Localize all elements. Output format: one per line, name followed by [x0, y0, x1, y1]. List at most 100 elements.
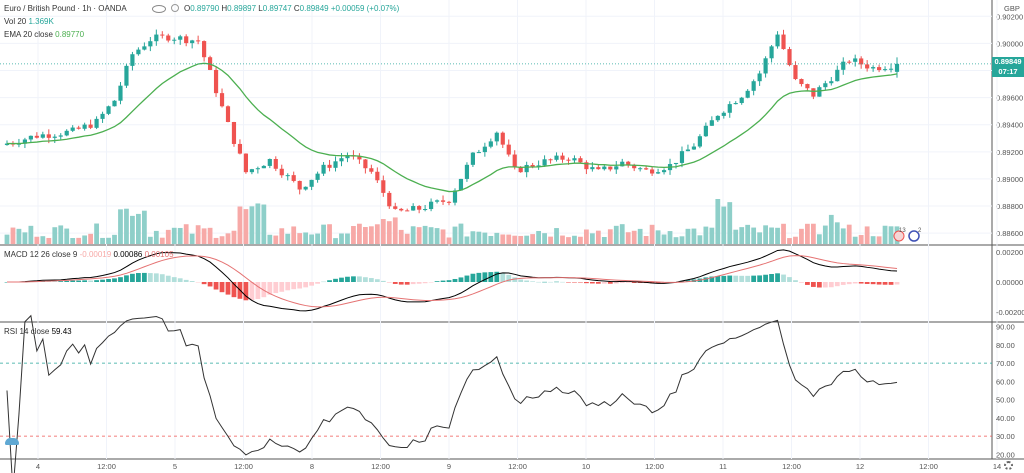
candle-body: [28, 135, 33, 140]
macd-histogram-bar: [619, 282, 625, 283]
volume-bar: [153, 230, 159, 244]
settings-icon[interactable]: [171, 4, 179, 12]
macd-histogram-bar: [560, 281, 565, 283]
macd-hist-value: -0.00019: [79, 250, 112, 259]
candle-body: [339, 158, 344, 162]
macd-histogram-bar: [434, 281, 440, 282]
macd-histogram-bar: [494, 271, 500, 282]
macd-histogram-bar: [482, 272, 488, 282]
macd-histogram-bar: [374, 279, 380, 282]
settings-gear-icon[interactable]: [1004, 461, 1013, 470]
candle-body: [727, 104, 732, 113]
macd-histogram-bar: [542, 281, 547, 283]
macd-histogram-bar: [118, 277, 123, 282]
macd-histogram-bar: [733, 275, 739, 282]
volume-bar: [106, 237, 111, 244]
volume-bar: [482, 232, 488, 244]
candle-body: [393, 206, 398, 209]
candle-body: [500, 132, 505, 145]
candle-body: [231, 122, 237, 144]
ema-label[interactable]: EMA 20 close: [4, 30, 53, 39]
volume-bar: [440, 229, 446, 244]
macd-histogram-bar: [159, 274, 165, 282]
symbol-name[interactable]: Euro / British Pound: [4, 4, 76, 13]
macd-histogram-bar: [362, 277, 368, 282]
volume-label[interactable]: Vol 20: [4, 17, 27, 26]
volume-bar: [828, 214, 834, 244]
volume-bar: [4, 234, 10, 244]
last-price-tag: 0.89849: [992, 57, 1024, 67]
candle-body: [52, 136, 57, 138]
volume-bar: [380, 219, 386, 244]
ohlc-high: 0.89897: [227, 4, 257, 13]
volume-bar: [225, 233, 231, 244]
volume-bar: [315, 233, 320, 244]
candle-body: [405, 210, 410, 212]
volume-bar: [46, 237, 52, 244]
candle-body: [841, 61, 846, 70]
candle-body: [458, 178, 464, 191]
visibility-eye-icon[interactable]: [152, 5, 166, 13]
candle-body: [429, 201, 434, 210]
volume-bar: [88, 233, 94, 244]
macd-histogram-bar: [231, 282, 237, 298]
volume-bar: [16, 228, 22, 244]
rsi-tick-label: 90.00: [996, 323, 1015, 332]
rsi-tick-label: 80.00: [996, 341, 1015, 350]
rsi-label[interactable]: RSI 14 close: [4, 327, 50, 336]
macd-histogram-bar: [357, 276, 362, 282]
volume-bar: [512, 235, 518, 244]
candle-body: [835, 69, 840, 82]
candle-body: [243, 153, 249, 173]
interval-label[interactable]: 1h: [82, 4, 92, 13]
candle-body: [476, 152, 481, 154]
volume-bar: [876, 236, 882, 244]
ema-value: 0.89770: [55, 30, 85, 39]
volume-bar: [685, 228, 691, 244]
volume-bar: [763, 225, 768, 244]
other-events-count[interactable]: 2: [918, 228, 922, 234]
macd-histogram-bar: [410, 282, 416, 285]
candle-body: [387, 192, 392, 207]
macd-line: [6, 249, 898, 312]
macd-histogram-bar: [333, 278, 338, 282]
price-tick-label: 0.89600: [996, 94, 1023, 103]
volume-bar: [219, 236, 225, 244]
ohlc-low: 0.89747: [262, 4, 292, 13]
macd-histogram-bar: [864, 282, 870, 284]
macd-histogram-bar: [458, 277, 464, 282]
volume-bar: [584, 229, 589, 244]
macd-histogram-bar: [745, 275, 751, 282]
macd-histogram-bar: [386, 282, 392, 283]
exchange-label: OANDA: [98, 4, 127, 13]
candle-body: [590, 167, 595, 170]
volume-bar: [410, 226, 416, 244]
volume-bar: [852, 236, 858, 244]
candle-body: [566, 159, 571, 161]
events-count[interactable]: 13: [899, 228, 906, 234]
volume-bar: [464, 236, 470, 244]
macd-histogram-bar: [243, 282, 249, 301]
candle-body: [721, 112, 726, 116]
volume-bar: [177, 227, 183, 244]
candle-body: [799, 79, 804, 85]
volume-bar: [231, 230, 237, 244]
macd-histogram-bar: [94, 280, 99, 282]
macd-histogram-bar: [279, 282, 285, 292]
macd-histogram-bar: [440, 280, 446, 282]
volume-bar: [518, 235, 524, 244]
candle-body: [679, 151, 685, 163]
macd-histogram-bar: [207, 282, 213, 287]
macd-histogram-bar: [769, 274, 774, 282]
tradingview-logo-icon: [5, 438, 19, 445]
candle-body: [894, 63, 900, 72]
candle-body: [709, 120, 714, 126]
macd-label[interactable]: MACD 12 26 close 9: [4, 250, 78, 259]
candle-body: [871, 67, 876, 69]
candle-body: [321, 164, 326, 174]
volume-bar: [183, 224, 189, 244]
volume-bar: [285, 233, 291, 244]
macd-signal-line: [6, 255, 898, 308]
volume-bar: [530, 234, 536, 244]
